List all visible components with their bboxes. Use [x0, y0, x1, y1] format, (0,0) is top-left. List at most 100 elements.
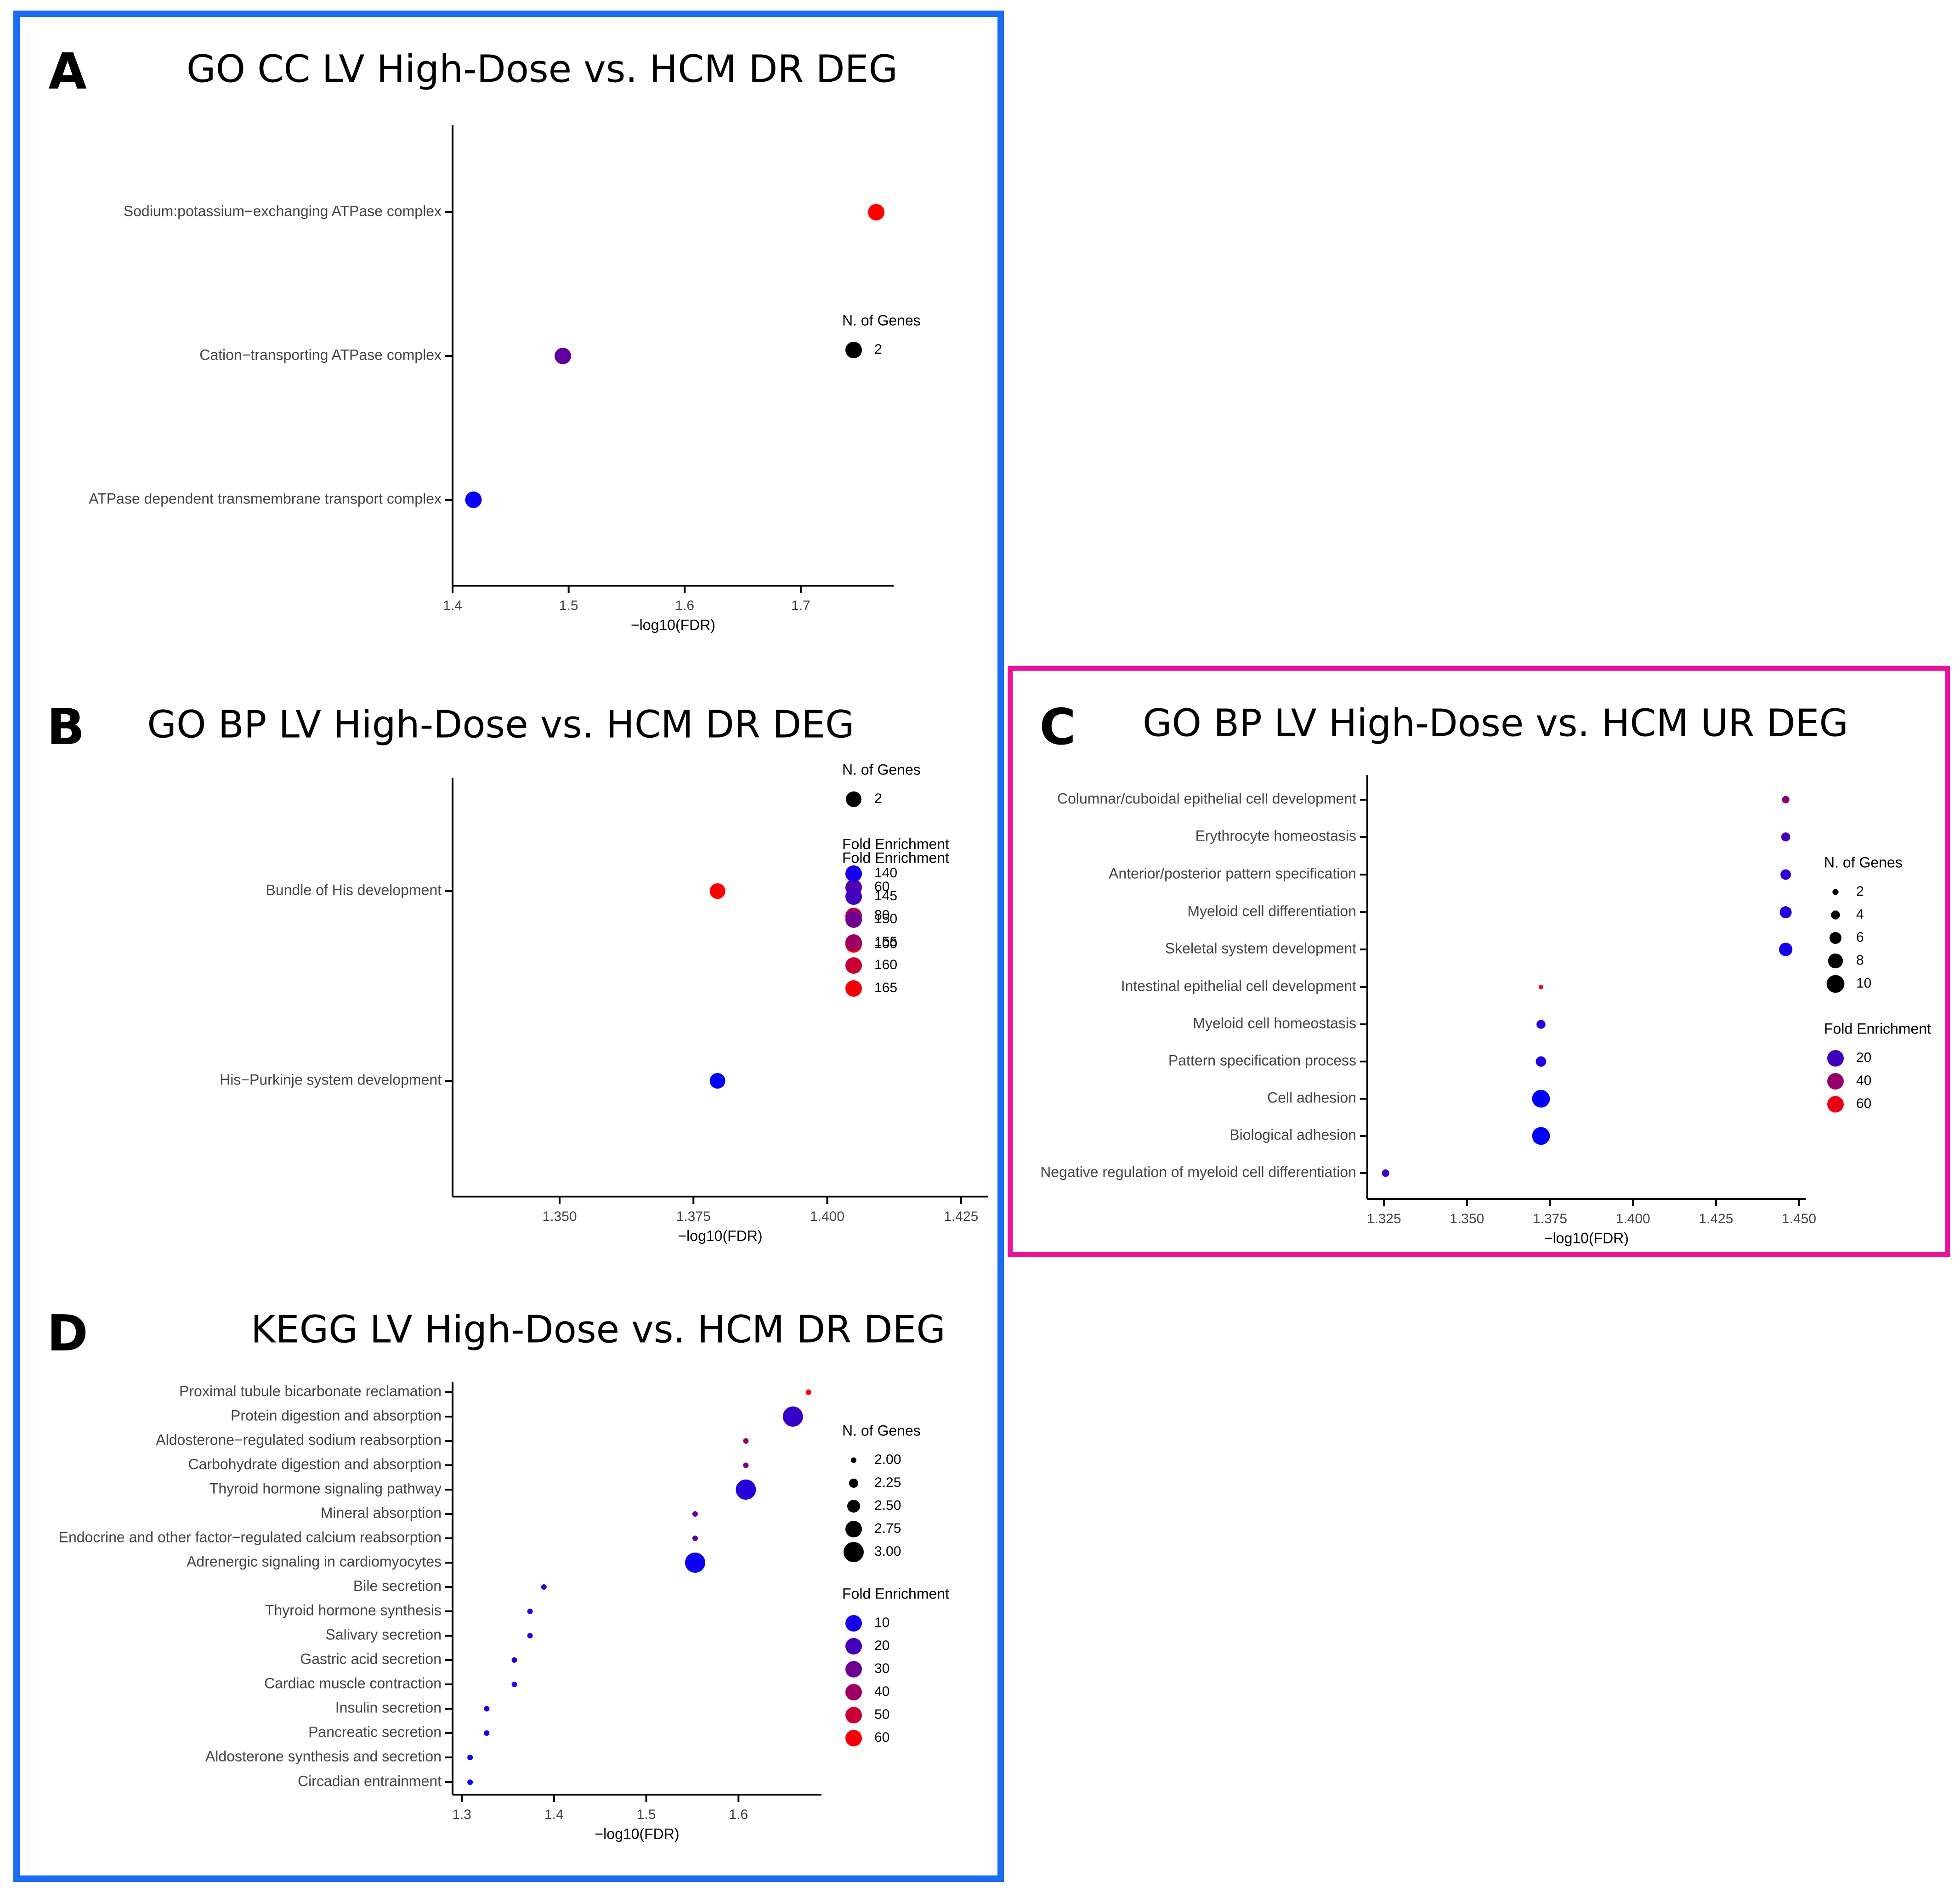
- data-point-d: [782, 1406, 803, 1427]
- y-tick-label-d: Gastric acid secretion: [300, 1650, 442, 1667]
- panel-letter-a: A: [48, 43, 87, 101]
- data-point-a: [868, 204, 885, 220]
- data-point-d: [743, 1463, 749, 1468]
- data-point-d: [484, 1730, 490, 1736]
- data-point-c: [1532, 1127, 1550, 1145]
- x-axis-label-c: −log10(FDR): [1544, 1230, 1629, 1246]
- data-point-c: [1782, 796, 1790, 804]
- legend-size-label-d: 2.50: [874, 1498, 901, 1513]
- chart-title-a: GO CC LV High-Dose vs. HCM DR DEG: [187, 47, 898, 91]
- y-tick-label-d: Pancreatic secretion: [308, 1723, 442, 1740]
- legend-size-title-c: N. of Genes: [1824, 854, 1903, 870]
- x-tick-label-d: 1.6: [729, 1807, 748, 1822]
- legend-color-key-c: [1827, 1050, 1844, 1067]
- y-tick-label-d: Bile secretion: [353, 1577, 442, 1594]
- legend-color-label-d: 10: [874, 1615, 889, 1630]
- y-tick-label-d: Cardiac muscle contraction: [264, 1675, 442, 1691]
- frame-pink: [1008, 666, 1950, 1257]
- legend-color-key-d: [845, 1730, 862, 1746]
- legend-color-label-b: 165: [874, 980, 897, 995]
- legend-size-title-a: N. of Genes: [842, 312, 921, 328]
- panel-letter-b: B: [47, 699, 85, 756]
- y-tick-label-b: Bundle of His development: [266, 881, 442, 898]
- data-point-c: [1779, 906, 1792, 918]
- legend-color-label-b: 140: [874, 865, 897, 881]
- legend-color-label-b: 150: [874, 911, 897, 926]
- x-tick-label-c: 1.425: [1699, 1211, 1733, 1226]
- x-tick-label-a: 1.7: [791, 598, 810, 613]
- y-tick-label-c: Columnar/cuboidal epithelial cell develo…: [1057, 790, 1356, 807]
- legend-size-key-d: [847, 1500, 860, 1513]
- y-tick-label-a: Sodium:potassium−exchanging ATPase compl…: [124, 203, 442, 219]
- legend-color-key-b: [845, 911, 862, 928]
- data-point-d: [692, 1536, 698, 1541]
- data-point-d: [541, 1584, 547, 1590]
- data-point-b: [709, 883, 725, 899]
- legend-color-label-c: 60: [1856, 1096, 1871, 1111]
- legend-size-key-a: [845, 342, 862, 358]
- x-tick-label-b: 1.425: [944, 1209, 978, 1224]
- legend-size-key-d: [851, 1457, 856, 1463]
- legend-color-key-b: [845, 980, 862, 997]
- panel-letter-c: C: [1039, 699, 1076, 756]
- legend-size-label-b: 2: [874, 791, 882, 806]
- legend-color-title-c: Fold Enrichment: [1824, 1020, 1931, 1037]
- data-point-d: [467, 1779, 473, 1785]
- panel-letter-d: D: [47, 1305, 88, 1362]
- y-tick-label-d: Proximal tubule bicarbonate reclamation: [179, 1383, 442, 1399]
- legend-color-key-c: [1827, 1096, 1844, 1113]
- data-point-d: [736, 1480, 756, 1500]
- y-tick-label-d: Insulin secretion: [335, 1699, 442, 1716]
- legend-color-label-d: 60: [874, 1730, 889, 1745]
- x-tick-label-b: 1.400: [810, 1209, 844, 1224]
- legend-color-label-c: 20: [1856, 1050, 1871, 1065]
- y-tick-label-b: His−Purkinje system development: [220, 1071, 442, 1088]
- data-point-a: [555, 348, 571, 364]
- legend-size-key-d: [844, 1542, 864, 1562]
- data-point-d: [527, 1609, 533, 1614]
- data-point-d: [805, 1389, 811, 1395]
- x-tick-label-c: 1.350: [1450, 1211, 1484, 1226]
- data-point-d: [484, 1706, 490, 1711]
- data-point-c: [1535, 1056, 1546, 1067]
- legend-size-label-d: 2.25: [874, 1475, 901, 1490]
- legend-size-key-c: [1832, 889, 1839, 895]
- y-tick-label-c: Cell adhesion: [1267, 1089, 1356, 1106]
- legend-color-key-b: [845, 888, 862, 905]
- x-tick-label-c: 1.375: [1533, 1211, 1567, 1226]
- legend-color-label-d: 20: [874, 1638, 889, 1653]
- legend-size-label-c: 6: [1856, 930, 1864, 945]
- data-point-d: [511, 1682, 517, 1687]
- x-tick-label-d: 1.4: [544, 1807, 564, 1822]
- data-point-c: [1532, 1090, 1550, 1108]
- x-axis-label-a: −log10(FDR): [631, 616, 715, 633]
- y-tick-label-c: Erythrocyte homeostasis: [1195, 827, 1356, 844]
- legend-size-key-d: [845, 1521, 862, 1537]
- data-point-c: [1781, 832, 1790, 842]
- x-tick-label-a: 1.4: [443, 598, 462, 613]
- legend-size-label-d: 2.00: [874, 1452, 901, 1467]
- legend-color-label-b: 155: [874, 934, 897, 949]
- legend-size-key-c: [1826, 975, 1845, 993]
- y-tick-label-a: ATPase dependent transmembrane transport…: [89, 490, 442, 507]
- legend-color-key-b: [845, 957, 862, 974]
- y-tick-label-d: Aldosterone−regulated sodium reabsorptio…: [156, 1431, 442, 1448]
- legend-size-label-c: 4: [1856, 907, 1864, 922]
- y-tick-label-c: Negative regulation of myeloid cell diff…: [1040, 1163, 1356, 1180]
- chart-title-d: KEGG LV High-Dose vs. HCM DR DEG: [251, 1308, 946, 1351]
- legend-color-label-b: 145: [874, 888, 897, 904]
- x-tick-label-b: 1.375: [676, 1209, 711, 1224]
- data-point-c: [1536, 1020, 1546, 1029]
- y-tick-label-d: Carbohydrate digestion and absorption: [188, 1456, 442, 1472]
- y-tick-label-d: Mineral absorption: [321, 1504, 442, 1521]
- y-tick-label-d: Aldosterone synthesis and secretion: [205, 1748, 442, 1764]
- legend-size-key-d: [849, 1479, 858, 1488]
- data-point-c: [1538, 985, 1543, 989]
- data-point-d: [685, 1553, 705, 1573]
- legend-color-label-c: 40: [1856, 1073, 1871, 1088]
- legend-size-label-c: 10: [1856, 976, 1871, 991]
- chart-title-c: GO BP LV High-Dose vs. HCM UR DEG: [1143, 701, 1848, 745]
- x-tick-label-a: 1.6: [675, 598, 694, 613]
- legend-color-label-d: 30: [874, 1661, 889, 1676]
